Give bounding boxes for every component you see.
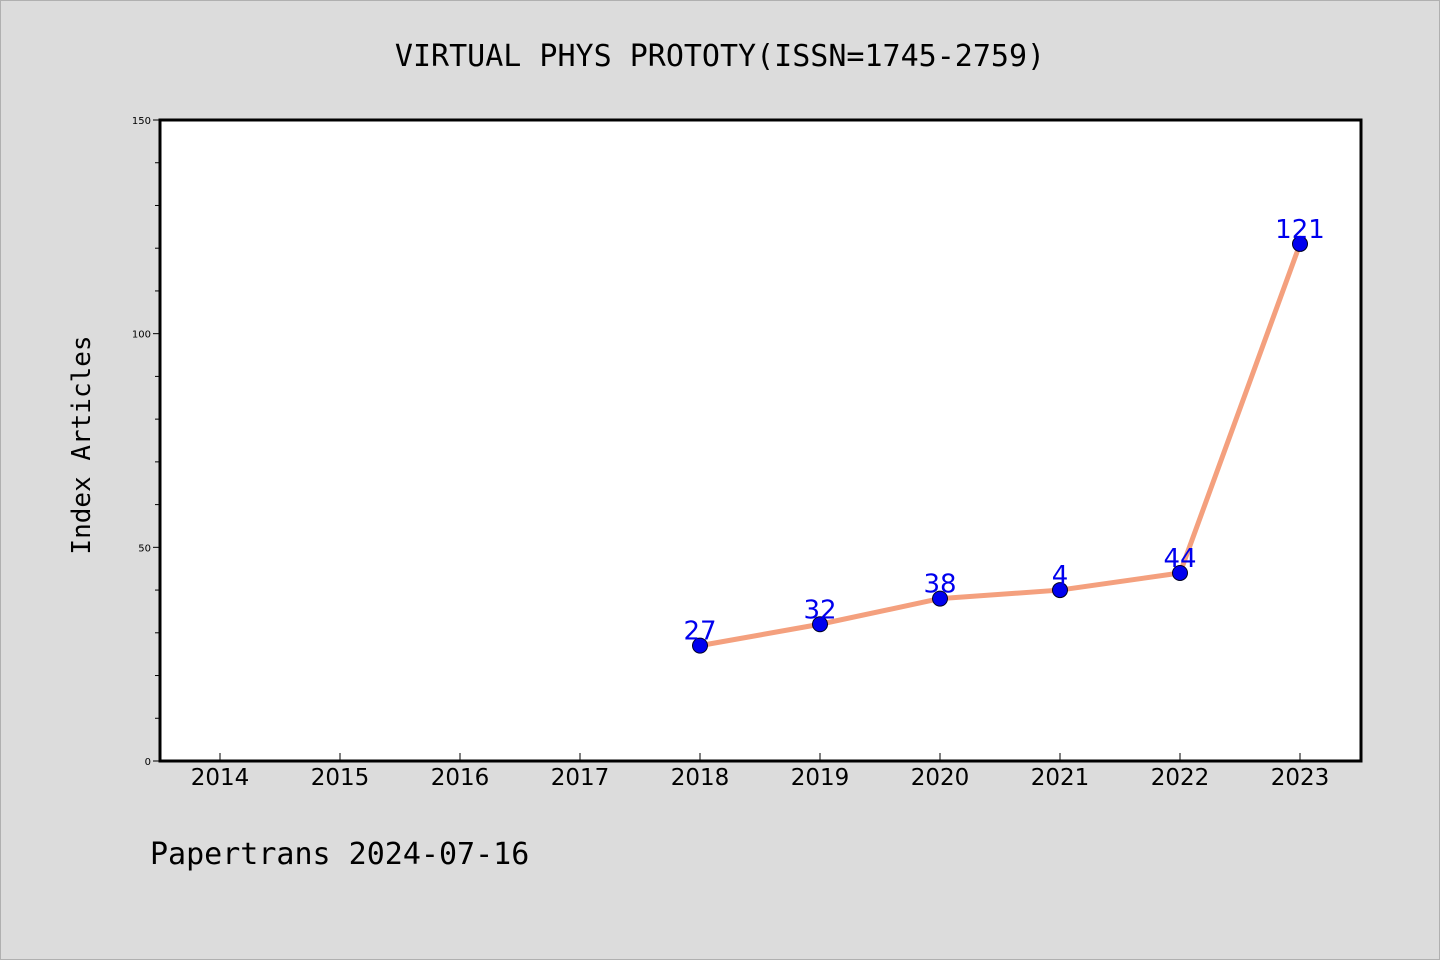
y-axis-ticks: 0 50 100 150 bbox=[132, 116, 160, 768]
y-tick-label: 100 bbox=[132, 330, 151, 341]
data-point bbox=[1052, 582, 1068, 599]
data-point bbox=[1172, 564, 1188, 581]
x-tick-label: 2016 bbox=[431, 765, 490, 791]
footer-text: Papertrans 2024-07-16 bbox=[150, 837, 529, 872]
y-axis-label: Index Articles bbox=[67, 335, 97, 554]
x-tick-label: 2021 bbox=[1031, 765, 1090, 791]
x-tick-label: 2019 bbox=[791, 765, 850, 791]
data-point bbox=[812, 616, 828, 633]
data-label: 32 bbox=[803, 595, 836, 625]
data-label: 121 bbox=[1275, 215, 1325, 245]
series-line bbox=[697, 241, 1303, 649]
y-tick-label: 150 bbox=[132, 116, 151, 127]
y-tick-label: 0 bbox=[145, 757, 151, 768]
x-tick-label: 2022 bbox=[1151, 765, 1210, 791]
x-tick-label: 2015 bbox=[311, 765, 370, 791]
data-label: 44 bbox=[1163, 544, 1196, 574]
x-tick-label: 2020 bbox=[911, 765, 970, 791]
data-label: 38 bbox=[923, 570, 956, 600]
y-tick-label: 50 bbox=[138, 543, 151, 554]
data-label: 4 bbox=[1052, 561, 1069, 591]
data-point bbox=[1292, 235, 1308, 252]
x-axis-ticks: 2014 2015 2016 2017 2018 2019 2020 2021 2022 2023 bbox=[191, 753, 1330, 791]
x-tick-label: 2017 bbox=[551, 765, 610, 791]
plot-area bbox=[158, 118, 1363, 763]
chart-title: VIRTUAL PHYS PROTOTY(ISSN=1745-2759) bbox=[395, 39, 1045, 74]
x-tick-label: 2018 bbox=[671, 765, 730, 791]
data-label: 27 bbox=[683, 617, 716, 647]
x-tick-label: 2014 bbox=[191, 765, 250, 791]
data-point bbox=[932, 590, 948, 607]
data-point bbox=[692, 637, 708, 654]
x-tick-label: 2023 bbox=[1271, 765, 1330, 791]
